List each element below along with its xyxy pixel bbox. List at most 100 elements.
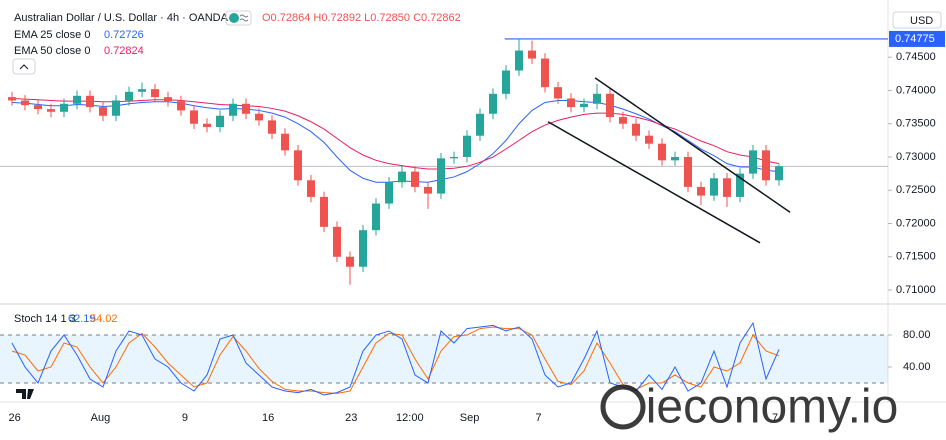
candle-body <box>307 180 315 197</box>
stoch-band <box>0 335 888 383</box>
candle-body <box>164 97 172 102</box>
candle-body <box>268 120 276 134</box>
candle-body <box>372 203 380 231</box>
candle-body <box>424 186 432 194</box>
candle-body <box>21 100 29 106</box>
market-status[interactable] <box>229 13 239 23</box>
candle-body <box>606 93 614 118</box>
candle-body <box>190 110 198 124</box>
icon <box>239 14 249 22</box>
candle-body <box>528 50 536 59</box>
x-tick-label: 23 <box>345 412 357 424</box>
ohlc-values: O0.72864 H0.72892 L0.72850 C0.72862 <box>262 12 461 24</box>
candle-body <box>34 105 42 110</box>
collapse-button[interactable] <box>12 58 36 75</box>
candle-body <box>333 226 341 257</box>
ema25-legend: EMA 25 close 0 <box>14 29 90 41</box>
candle-body <box>541 58 549 88</box>
candle-body <box>8 97 16 101</box>
candle-body <box>476 113 484 136</box>
tv-logo <box>16 389 34 399</box>
candle-body <box>736 173 744 197</box>
candle-body <box>775 166 783 181</box>
x-tick-label: 12:00 <box>396 412 424 424</box>
candle-body <box>242 103 250 114</box>
trendline <box>594 77 791 213</box>
currency-label: USD <box>910 15 933 27</box>
currency-button[interactable] <box>892 11 942 29</box>
candle-body <box>47 109 55 112</box>
candle-body <box>567 98 575 108</box>
candle-body <box>203 123 211 128</box>
watermark-logo <box>600 384 646 430</box>
y-tick-label: 0.73000 <box>896 151 936 163</box>
y-tick-label: 0.72000 <box>896 217 936 229</box>
candle-body <box>86 95 94 108</box>
stoch-d-value: 54.02 <box>90 313 118 325</box>
candle-body <box>346 256 354 267</box>
plot-layer: 0.74500 0.74000 0.73500 0.73000 0.72500 0.720… <box>0 30 945 424</box>
candle-body <box>463 135 471 157</box>
candle-body <box>632 123 640 136</box>
stoch-k-value: 62.19 <box>68 313 96 325</box>
stoch-line <box>11 321 780 396</box>
candle-body <box>437 158 445 194</box>
candle-body <box>216 115 224 128</box>
y-tick-label: 80.00 <box>903 329 931 341</box>
candle-body <box>359 230 367 267</box>
candle-body <box>99 107 107 116</box>
y-tick-label: 40.00 <box>903 361 931 373</box>
candle-body <box>489 93 497 114</box>
candle-body <box>554 87 562 99</box>
y-tick-label: 0.74500 <box>896 51 936 63</box>
ema25-value: 0.72726 <box>104 29 144 41</box>
candle-body <box>229 103 237 116</box>
stoch-legend: Stoch 14 1 3 <box>14 313 76 325</box>
candle-body <box>255 113 263 121</box>
candle-body <box>60 103 68 112</box>
ema50-legend: EMA 50 close 0 <box>14 45 90 57</box>
candle-body <box>658 143 666 161</box>
candle-body <box>398 171 406 183</box>
candle-body <box>138 89 146 92</box>
trendline <box>547 121 761 244</box>
x-tick-label: Sep <box>460 412 480 424</box>
candle-body <box>125 91 133 101</box>
symbol-title: Australian Dollar / U.S. Dollar · 4h · O… <box>14 12 229 24</box>
watermark: ieconomy.io <box>646 381 899 434</box>
x-tick-label: 7 <box>772 412 778 424</box>
candle-body <box>671 156 679 161</box>
candle-body <box>281 133 289 151</box>
price-label: 0.74775 <box>895 33 935 45</box>
candle-body <box>294 150 302 181</box>
price-label-box <box>889 30 945 47</box>
candle-body <box>151 89 159 98</box>
ema-line <box>11 97 780 170</box>
candle-body <box>697 186 705 196</box>
y-tick-label: 0.73500 <box>896 118 936 130</box>
candle-body <box>580 103 588 108</box>
candle-body <box>515 50 523 71</box>
candle-body <box>450 156 458 159</box>
candle-body <box>320 196 328 227</box>
y-tick-label: 0.71000 <box>896 284 936 296</box>
candle-body <box>619 117 627 124</box>
candle-body <box>177 101 185 111</box>
candle-body <box>762 150 770 181</box>
candle-body <box>73 95 81 104</box>
candle-body <box>593 93 601 104</box>
x-tick-label: 26 <box>8 412 20 424</box>
ema50-value: 0.72824 <box>104 45 144 57</box>
ema-line <box>11 99 780 183</box>
x-tick-label: 16 <box>262 412 274 424</box>
candle-body <box>684 156 692 187</box>
y-tick-label: 0.72500 <box>896 184 936 196</box>
icon <box>19 64 29 70</box>
y-tick-label: 0.71500 <box>896 251 936 263</box>
candle-body <box>645 135 653 144</box>
indicator-toggle[interactable] <box>225 10 252 26</box>
stoch-line <box>11 326 780 394</box>
candle-body <box>723 178 731 197</box>
